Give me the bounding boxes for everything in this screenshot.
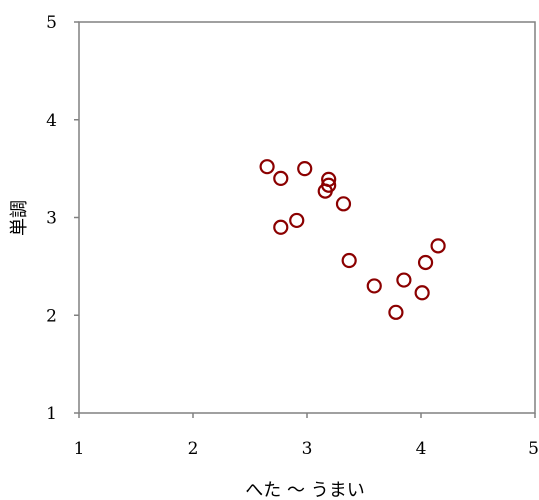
x-tick-label: 5 (528, 439, 539, 459)
x-tick-label: 1 (74, 439, 85, 459)
data-point (317, 183, 333, 199)
x-tick-label: 3 (302, 439, 313, 459)
data-point (335, 196, 352, 212)
y-tick-label: 3 (46, 209, 57, 229)
data-point (297, 161, 313, 177)
y-tick-label: 1 (46, 404, 57, 424)
data-point (273, 219, 289, 235)
data-point (289, 212, 305, 229)
data-point (430, 238, 446, 254)
data-point (341, 252, 357, 269)
x-tick-label: 2 (188, 439, 199, 459)
data-point (366, 278, 382, 294)
y-axis-title: 単調 (9, 200, 30, 236)
plot-area (78, 21, 536, 414)
y-tick-label: 5 (46, 13, 57, 33)
data-point (273, 170, 289, 186)
y-axis-ticks: 1 2 3 4 5 (46, 13, 79, 424)
y-tick-label: 4 (46, 111, 57, 131)
y-tick-label: 2 (46, 306, 57, 326)
data-point (396, 272, 412, 288)
data-point (414, 285, 430, 301)
data-point (417, 254, 434, 271)
data-point (259, 159, 275, 175)
x-axis-title: へた ～ うまい (245, 480, 364, 500)
data-points (259, 159, 446, 320)
x-tick-label: 4 (416, 439, 427, 459)
x-axis-ticks: 1 2 3 4 5 (74, 413, 539, 459)
data-point (388, 304, 404, 320)
